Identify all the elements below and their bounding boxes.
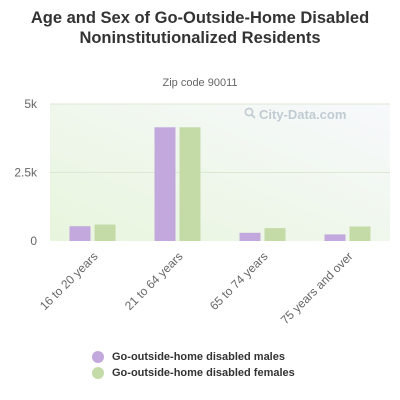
legend: Go-outside-home disabled males Go-outsid… bbox=[92, 349, 295, 381]
bar-males bbox=[154, 127, 176, 241]
bar-males bbox=[239, 232, 261, 241]
legend-swatch-males bbox=[92, 351, 104, 363]
magnifier-icon bbox=[244, 107, 256, 122]
bar-females bbox=[94, 224, 116, 241]
x-tick-label: 65 to 74 years bbox=[207, 249, 271, 313]
legend-item-females: Go-outside-home disabled females bbox=[92, 365, 295, 381]
bar-females bbox=[349, 226, 371, 241]
legend-label-males: Go-outside-home disabled males bbox=[112, 351, 285, 363]
bar-males bbox=[69, 226, 91, 241]
y-tick-label: 0 bbox=[30, 234, 37, 248]
watermark: City-Data.com bbox=[244, 107, 346, 122]
chart-subtitle: Zip code 90011 bbox=[162, 77, 238, 89]
bar-females bbox=[264, 228, 286, 241]
x-tick-label: 21 to 64 years bbox=[122, 249, 186, 313]
y-tick-label: 5k bbox=[24, 97, 38, 111]
x-tick-label: 16 to 20 years bbox=[37, 249, 101, 313]
legend-swatch-females bbox=[92, 367, 104, 379]
y-tick-label: 2.5k bbox=[14, 166, 38, 180]
watermark-text: City-Data.com bbox=[259, 107, 347, 122]
x-tick-label: 75 years and over bbox=[278, 249, 356, 327]
chart-title: Age and Sex of Go-Outside-Home Disabled … bbox=[30, 9, 370, 47]
bar-females bbox=[179, 127, 201, 241]
legend-label-females: Go-outside-home disabled females bbox=[112, 367, 295, 379]
legend-item-males: Go-outside-home disabled males bbox=[92, 349, 295, 365]
bar-males bbox=[324, 234, 346, 241]
